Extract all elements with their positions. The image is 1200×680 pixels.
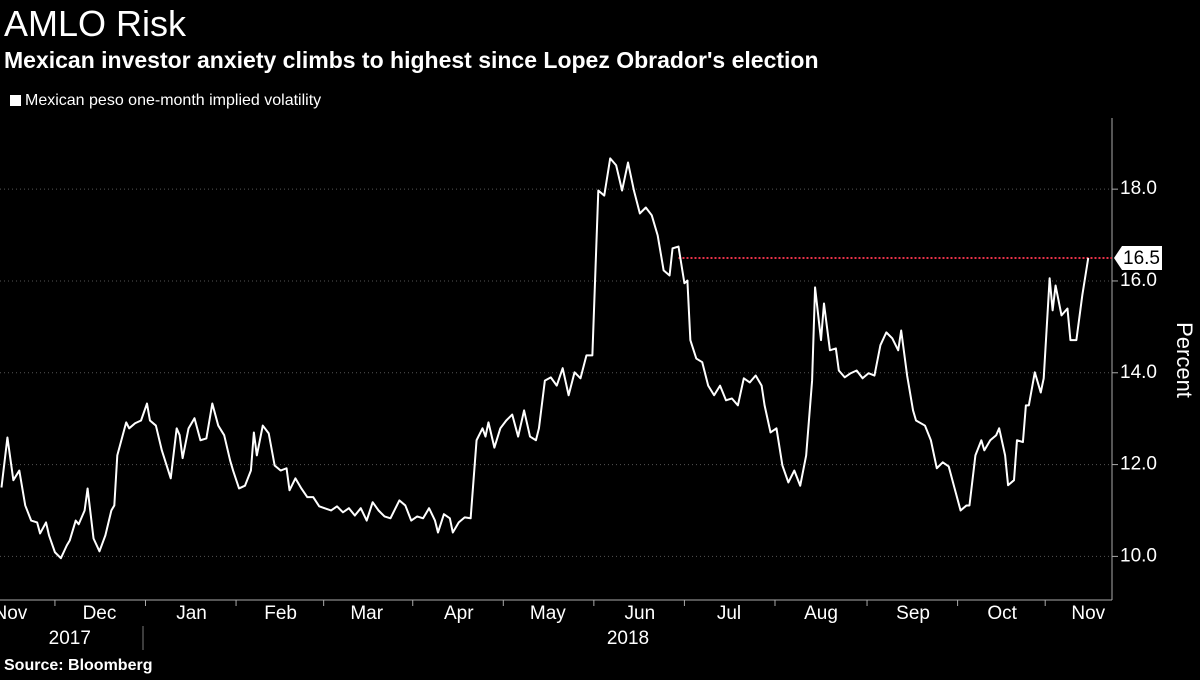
legend-swatch (10, 95, 21, 106)
series-line (0, 157, 1090, 560)
year-label: 2017 (49, 628, 91, 649)
y-tick-label: 10.0 (1120, 545, 1157, 566)
reference-label-box (1114, 246, 1162, 271)
y-tick-label: 18.0 (1120, 178, 1157, 199)
x-tick-label: Jul (717, 603, 741, 624)
chart-subtitle: Mexican investor anxiety climbs to highe… (4, 47, 819, 73)
x-tick-label: Feb (264, 603, 297, 624)
x-tick-label: Sep (896, 603, 930, 624)
x-tick-label: Mar (350, 603, 383, 624)
x-tick-label: Dec (83, 603, 117, 624)
chart-title: AMLO Risk (4, 3, 187, 44)
x-tick-label: Oct (987, 603, 1017, 624)
x-tick-label: Jan (176, 603, 207, 624)
year-label: 2018 (607, 628, 649, 649)
legend-label: Mexican peso one-month implied volatilit… (25, 92, 321, 109)
x-tick-label: Nov (0, 603, 28, 624)
x-tick-label: Aug (804, 603, 838, 624)
y-tick-label: 12.0 (1120, 454, 1157, 475)
reference-label: 16.5 (1123, 248, 1160, 269)
x-tick-label: Apr (444, 603, 474, 624)
y-tick-label: 16.0 (1120, 270, 1157, 291)
x-tick-label: Nov (1071, 603, 1105, 624)
x-tick-label: May (530, 603, 566, 624)
x-tick-label: Jun (625, 603, 656, 624)
source: Source: Bloomberg (4, 657, 152, 674)
y-tick-label: 14.0 (1120, 362, 1157, 383)
y-axis-label: Percent (1172, 322, 1197, 398)
